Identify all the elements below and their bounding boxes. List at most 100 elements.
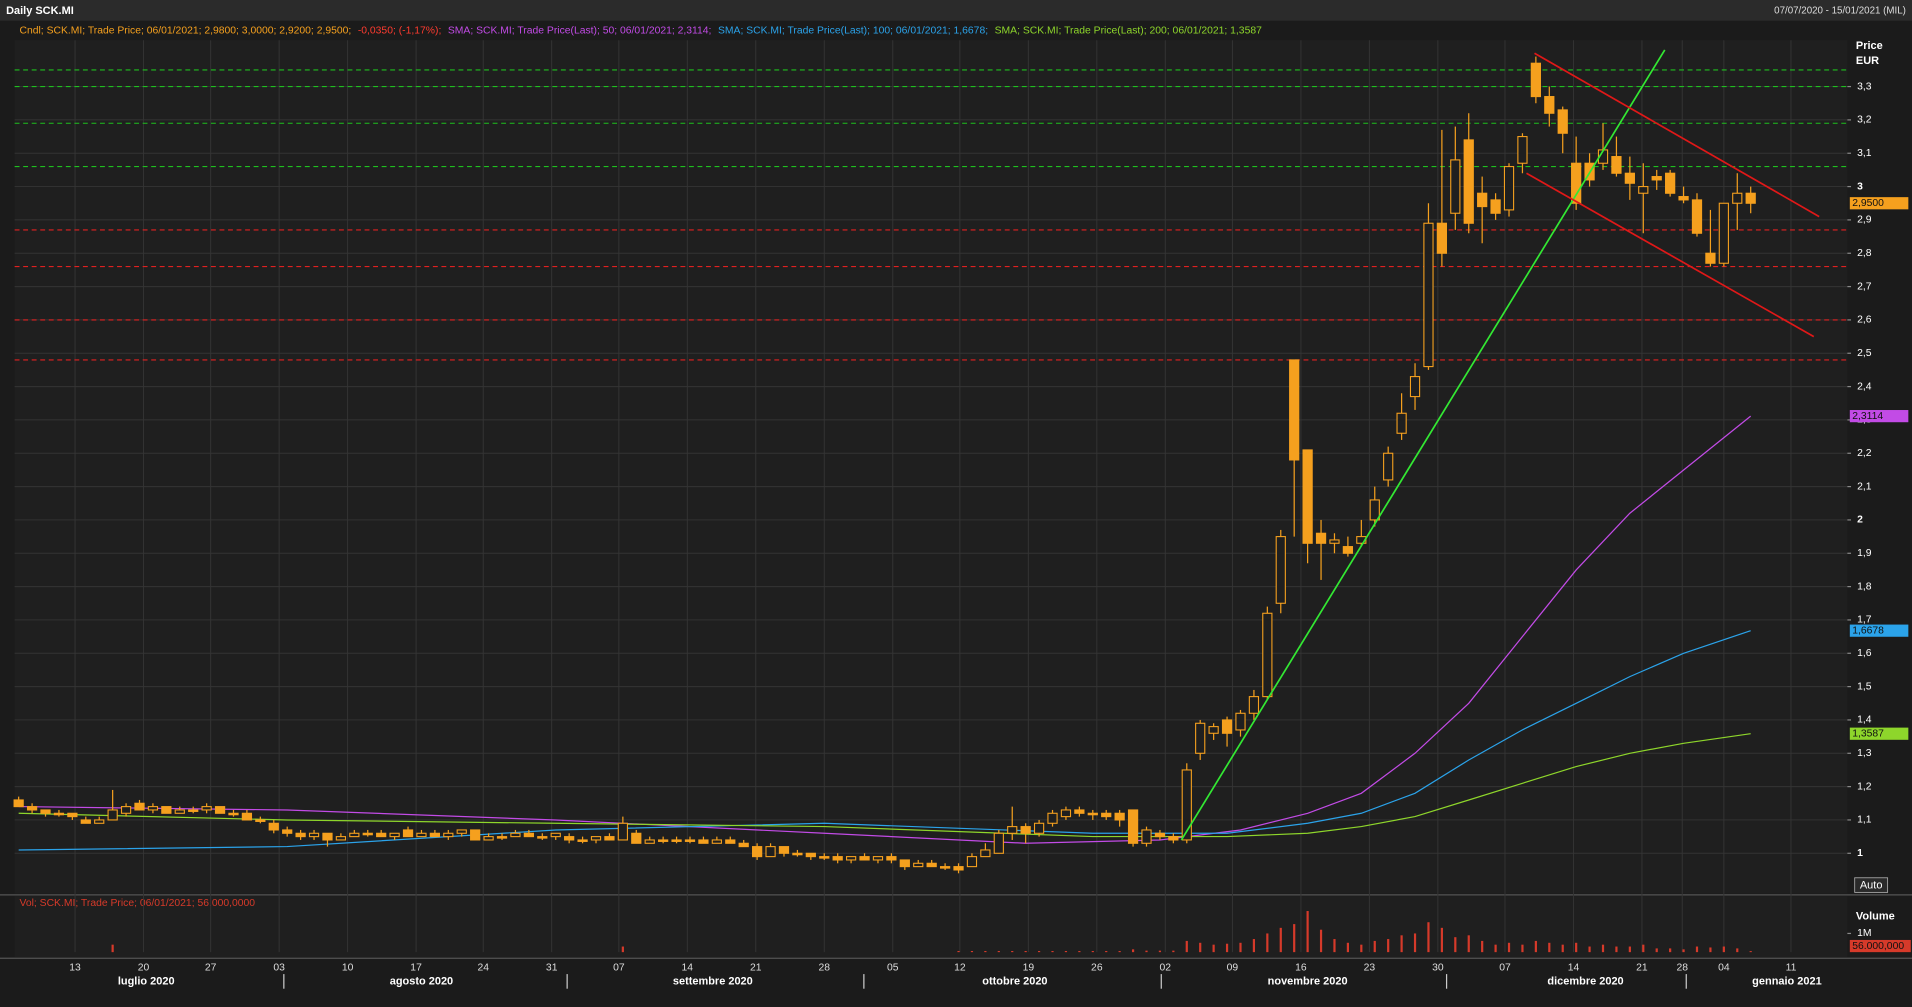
sma-tag-bg <box>1849 410 1909 423</box>
volume-bar <box>984 951 987 953</box>
candle-body <box>402 829 414 838</box>
auto-button[interactable] <box>1854 877 1889 893</box>
candle-body <box>26 806 38 811</box>
candle-body <box>510 832 521 838</box>
candle-body <box>1154 832 1166 838</box>
x-tick-label: 20 <box>138 963 150 974</box>
candle-body <box>1490 199 1501 214</box>
candle-body <box>308 832 320 838</box>
month-label: agosto 2020 <box>390 975 453 987</box>
candle-body <box>134 802 145 811</box>
candle-body <box>1718 202 1729 264</box>
y-tick-label: 1 <box>1857 848 1863 859</box>
y-tick-label: 1,1 <box>1857 815 1872 826</box>
candle-body <box>174 809 185 814</box>
trend-line <box>1534 52 1820 218</box>
y-tick-label: 3,2 <box>1857 115 1872 126</box>
candle-body <box>859 856 870 861</box>
auto-button-label[interactable]: Auto <box>1860 880 1883 892</box>
volume-bar <box>1373 940 1376 953</box>
x-tick-label: 13 <box>69 963 81 974</box>
candle-body <box>1221 719 1233 734</box>
volume-bar <box>1279 927 1282 953</box>
x-tick-label: 12 <box>954 963 966 974</box>
candle-body <box>671 839 682 842</box>
candle-body <box>792 852 803 856</box>
x-tick-label: 17 <box>410 963 422 974</box>
y-tick-label: 2,8 <box>1857 248 1872 259</box>
candle-body <box>1007 826 1018 834</box>
candle-body <box>255 819 266 822</box>
volume-bar <box>1722 946 1725 953</box>
legend-candle: Cndl; SCK.MI; Trade Price; 06/01/2021; 2… <box>20 25 352 36</box>
candle-body <box>1235 712 1246 731</box>
candle-body <box>228 812 239 816</box>
candle-body <box>953 866 964 871</box>
candle-body <box>188 809 199 812</box>
candle-body <box>1060 809 1072 818</box>
candle-body <box>295 832 306 838</box>
candle-body <box>966 856 978 868</box>
candle-body <box>926 862 937 868</box>
y-tick-label: 1,5 <box>1857 681 1872 692</box>
candle-body <box>1557 109 1568 134</box>
candle-body <box>1436 222 1448 254</box>
volume-bar <box>1628 946 1631 953</box>
candle-body <box>805 852 816 858</box>
volume-bar <box>957 951 960 953</box>
volume-bar <box>1709 947 1712 953</box>
date-range: 07/07/2020 - 15/01/2021 (MIL) <box>1774 6 1906 17</box>
y-tick-label: 2,1 <box>1857 481 1872 492</box>
candle-body <box>577 839 588 842</box>
volume-bar <box>1575 942 1578 953</box>
x-tick-label: 26 <box>1091 963 1103 974</box>
candle-body <box>1530 62 1541 98</box>
candle-body <box>1141 829 1152 844</box>
volume-bar <box>1440 927 1443 953</box>
candle-body <box>483 836 494 841</box>
candle-body <box>67 812 78 818</box>
candle-body <box>725 839 736 844</box>
candle-body <box>1087 812 1098 816</box>
y-tick-label: 1,8 <box>1857 581 1872 592</box>
candle-body <box>1248 696 1260 714</box>
volume-bar <box>997 951 1000 953</box>
x-tick-label: 30 <box>1432 963 1444 974</box>
volume-bar <box>1561 944 1564 953</box>
legend: Cndl; SCK.MI; Trade Price; 06/01/2021; 2… <box>20 25 1263 36</box>
x-tick-label: 28 <box>1676 963 1688 974</box>
x-tick-label: 05 <box>887 963 899 974</box>
candle-body <box>80 819 91 824</box>
volume-bar <box>1454 937 1457 953</box>
x-tick-label: 28 <box>818 963 830 974</box>
volume-bar <box>1360 944 1363 953</box>
volume-tag: 56.000,000 <box>1852 941 1904 952</box>
candle-body <box>1665 172 1676 194</box>
candle-body <box>590 836 602 841</box>
volume-bar <box>1051 951 1054 953</box>
candle-body <box>1302 449 1313 544</box>
volume-bar <box>1588 946 1591 953</box>
candle-body <box>53 812 65 816</box>
candle-body <box>322 832 333 841</box>
month-label: gennaio 2021 <box>1752 975 1822 987</box>
sma-tag-bg <box>1849 624 1909 637</box>
candle-body <box>1450 159 1461 214</box>
volume-bar <box>1601 944 1605 953</box>
y-tick-label: 2,9 <box>1857 215 1872 226</box>
candle-body <box>429 832 441 838</box>
x-tick-label: 04 <box>1718 963 1730 974</box>
x-tick-label: 02 <box>1160 963 1172 974</box>
candle-body <box>1638 186 1649 194</box>
volume-bar <box>1105 951 1108 953</box>
candle-body <box>1705 252 1716 264</box>
volume-bar <box>1306 911 1309 953</box>
candle-body <box>644 839 655 844</box>
volume-bar <box>1199 942 1202 953</box>
candle-body <box>778 846 790 854</box>
y-tick-label: 1,7 <box>1857 615 1872 626</box>
volume-legend: Vol; SCK.MI; Trade Price; 06/01/2021; 56… <box>20 898 256 909</box>
candle-body <box>416 832 427 838</box>
candle-body <box>1544 96 1555 114</box>
